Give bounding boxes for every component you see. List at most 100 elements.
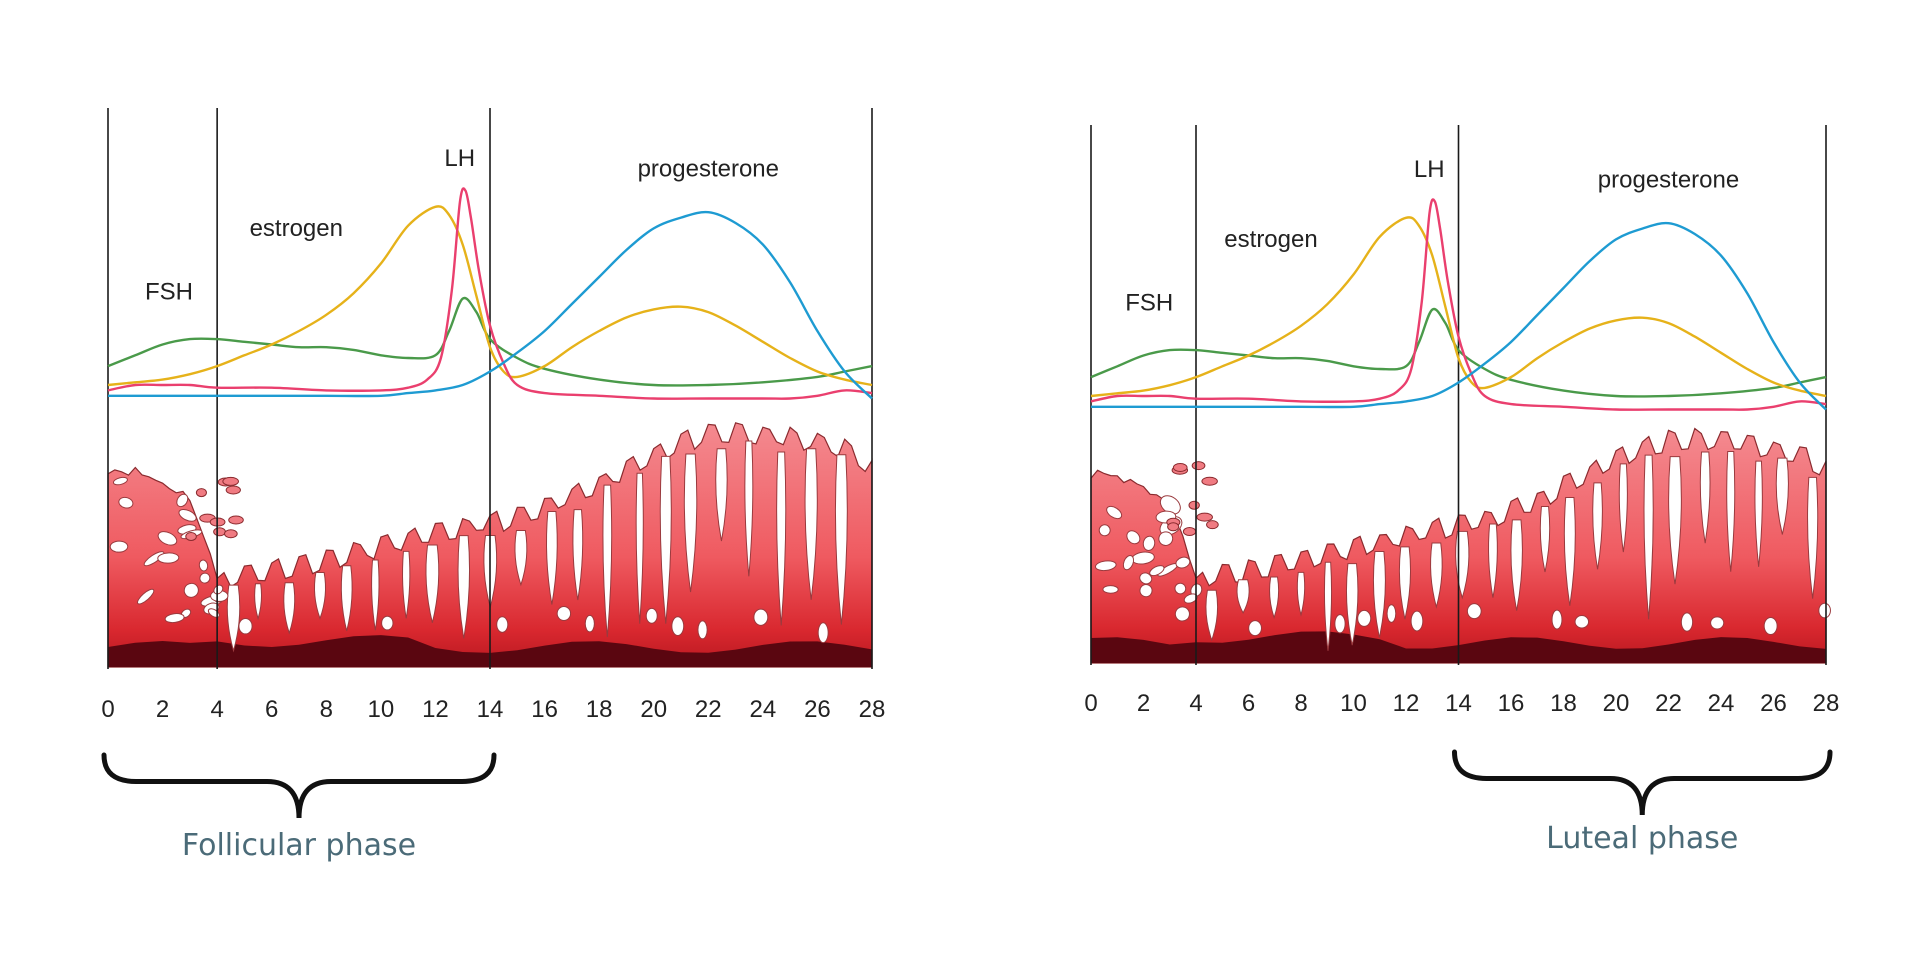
gland-opening	[804, 448, 818, 600]
gland-opening	[1763, 616, 1778, 636]
shedding-fragment	[1174, 582, 1187, 595]
curve-lh	[1090, 198, 1827, 411]
gland-opening	[1563, 497, 1576, 606]
gland-opening	[371, 559, 380, 631]
shedding-fragment	[213, 584, 224, 595]
shedding-fragment	[1175, 556, 1191, 569]
gland-opening	[1386, 604, 1397, 623]
day-tick-label: 28	[859, 696, 886, 723]
gland-opening	[496, 616, 509, 633]
day-tick-label: 12	[1393, 690, 1420, 717]
day-tick-label: 2	[1137, 690, 1150, 717]
phase-label: Follicular phase	[182, 828, 416, 863]
gland-opening	[817, 622, 829, 644]
day-tick-label: 20	[640, 696, 667, 723]
gland-opening	[1680, 612, 1694, 632]
day-tick-label: 16	[531, 696, 558, 723]
endometrium-glands	[109, 440, 848, 653]
shedding-fragment	[1139, 572, 1153, 585]
day-tick-label: 28	[1813, 690, 1840, 717]
gland-opening	[602, 484, 613, 638]
shedding-fragment	[1094, 560, 1117, 572]
shedding-fragment	[164, 613, 185, 624]
gland-opening	[1510, 519, 1523, 611]
gland-opening	[425, 544, 440, 623]
gland-opening	[671, 616, 685, 636]
day-tick-label: 24	[750, 696, 777, 723]
shedding-fragment	[1191, 461, 1206, 471]
gland-opening	[1574, 615, 1590, 629]
curve-progesterone	[1091, 221, 1827, 411]
day-tick-label: 26	[804, 696, 831, 723]
day-tick-label: 8	[320, 696, 333, 723]
gland-opening	[1410, 610, 1424, 632]
phase-bracket	[101, 752, 497, 819]
day-tick-label: 18	[586, 696, 613, 723]
shedding-fragment	[1174, 606, 1190, 622]
shedding-fragment	[143, 551, 165, 567]
day-tick-label: 4	[210, 696, 223, 723]
gland-opening	[254, 583, 263, 621]
shedding-fragment	[1196, 512, 1213, 522]
day-tick-label: 6	[265, 696, 278, 723]
day-tick-label: 22	[1655, 690, 1682, 717]
gland-opening	[1205, 589, 1219, 642]
gland-opening	[1466, 603, 1482, 620]
shedding-fragment	[118, 496, 134, 509]
gland-opening	[1334, 614, 1346, 634]
gland-opening	[402, 550, 411, 619]
gland-opening	[1643, 454, 1654, 620]
endometrium-glands	[1094, 451, 1831, 651]
gland-opening	[1296, 571, 1306, 617]
gland-opening	[572, 509, 584, 601]
label-estrogen: estrogen	[1224, 226, 1317, 253]
gland-opening	[381, 615, 394, 631]
day-tick-label: 14	[477, 696, 504, 723]
gland-opening	[1668, 456, 1682, 585]
gland-opening	[1488, 523, 1498, 598]
gland-opening	[1236, 579, 1250, 614]
day-tick-label: 2	[156, 696, 169, 723]
gland-opening	[1248, 620, 1262, 637]
day-tick-label: 24	[1708, 690, 1735, 717]
gland-opening	[744, 440, 754, 577]
label-lh: LH	[1414, 156, 1445, 183]
gland-opening	[715, 448, 728, 542]
phase-label: Luteal phase	[1546, 821, 1738, 856]
gland-opening	[1357, 609, 1372, 627]
shedding-fragment	[198, 559, 209, 572]
label-fsh: FSH	[1125, 290, 1173, 317]
shedding-fragment	[199, 572, 211, 584]
label-progesterone: progesterone	[1598, 167, 1739, 194]
day-tick-label: 10	[1340, 690, 1367, 717]
gland-opening	[1323, 561, 1333, 651]
shedding-fragment	[1158, 531, 1174, 546]
gland-opening	[514, 530, 528, 587]
gland-opening	[226, 584, 241, 653]
shedding-fragment	[176, 493, 189, 508]
gland-opening	[546, 510, 558, 605]
shedding-fragment	[137, 588, 155, 605]
day-tick-label: 26	[1760, 690, 1787, 717]
shedding-fragment	[1122, 555, 1135, 571]
shedding-fragment	[109, 540, 129, 553]
gland-opening	[645, 607, 658, 624]
day-tick-label: 0	[101, 696, 114, 723]
gland-opening	[635, 472, 644, 624]
shedding-fragment	[1139, 583, 1153, 598]
shedding-fragment	[157, 531, 178, 546]
day-tick-label: 14	[1445, 690, 1472, 717]
shedding-fragment	[112, 476, 128, 486]
gland-opening	[1430, 542, 1443, 609]
label-lh: LH	[444, 145, 475, 172]
day-tick-label: 6	[1242, 690, 1255, 717]
gland-opening	[1818, 602, 1831, 619]
gland-opening	[1539, 505, 1551, 573]
day-tick-label: 20	[1603, 690, 1630, 717]
shedding-fragment	[1106, 505, 1123, 520]
gland-opening	[659, 455, 672, 624]
shedding-fragment	[195, 488, 207, 498]
phase-bracket	[1452, 749, 1833, 816]
